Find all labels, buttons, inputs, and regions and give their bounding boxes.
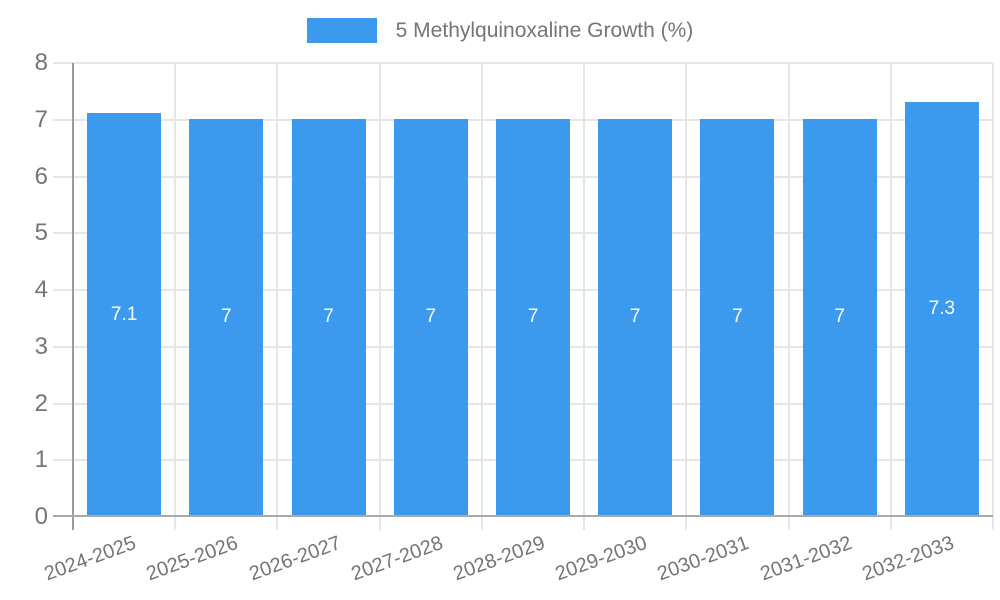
y-tick-label: 6 bbox=[34, 162, 48, 190]
chart-legend[interactable]: 5 Methylquinoxaline Growth (%) bbox=[0, 18, 1000, 43]
bar-value-label: 7 bbox=[221, 306, 232, 328]
y-tick-label: 3 bbox=[34, 332, 48, 360]
y-axis-line bbox=[72, 63, 74, 530]
bar-2030-2031[interactable]: 7 bbox=[700, 118, 775, 516]
bar-2026-2027[interactable]: 7 bbox=[291, 118, 366, 516]
bar-2031-2032[interactable]: 7 bbox=[802, 118, 877, 516]
bar-value-label: 7 bbox=[323, 306, 334, 328]
legend-label: 5 Methylquinoxaline Growth (%) bbox=[395, 19, 694, 42]
bar-value-label: 7 bbox=[527, 306, 539, 328]
bar-value-label: 7 bbox=[732, 306, 743, 328]
y-tick-label: 8 bbox=[34, 49, 48, 76]
y-tick-label: 2 bbox=[34, 389, 48, 417]
x-tick-label: 2025-2026 bbox=[143, 531, 242, 586]
v-gridline bbox=[378, 63, 381, 530]
x-axis-line bbox=[53, 515, 993, 517]
plot-area: 7.1 7 7 7 7 7 7 7 7.3 bbox=[53, 62, 994, 530]
y-tick-label: 0 bbox=[34, 503, 48, 530]
bar-value-label: 7 bbox=[629, 306, 641, 328]
v-gridline bbox=[480, 63, 483, 530]
bar-2024-2025[interactable]: 7.1 bbox=[87, 113, 162, 516]
v-gridline bbox=[992, 63, 994, 530]
bar-2028-2029[interactable]: 7 bbox=[496, 118, 570, 516]
x-tick-label: 2032-2033 bbox=[859, 531, 957, 586]
x-tick-label: 2030-2031 bbox=[654, 531, 753, 586]
x-tick-label: 2026-2027 bbox=[246, 531, 344, 586]
bar-value-label: 7 bbox=[425, 306, 437, 328]
bar-2032-2033[interactable]: 7.3 bbox=[904, 101, 979, 516]
v-gridline bbox=[276, 63, 279, 530]
y-tick-label: 4 bbox=[34, 276, 48, 303]
x-tick-label: 2024-2025 bbox=[41, 531, 139, 586]
v-gridline bbox=[787, 63, 790, 530]
y-tick-label: 1 bbox=[34, 446, 48, 474]
bar-2025-2026[interactable]: 7 bbox=[189, 118, 264, 516]
bar-value-label: 7.1 bbox=[110, 303, 138, 325]
bar-2027-2028[interactable]: 7 bbox=[393, 118, 468, 516]
x-tick-label: 2027-2028 bbox=[348, 531, 446, 586]
v-gridline bbox=[583, 63, 586, 530]
bar-value-label: 7 bbox=[834, 306, 845, 328]
x-tick-label: 2028-2029 bbox=[450, 531, 548, 586]
v-gridline bbox=[685, 63, 688, 530]
x-tick-label: 2031-2032 bbox=[757, 531, 855, 586]
x-tick-label: 2029-2030 bbox=[552, 531, 651, 586]
bar-2029-2030[interactable]: 7 bbox=[598, 118, 673, 516]
legend-swatch bbox=[306, 18, 377, 43]
bar-value-label: 7.3 bbox=[928, 297, 956, 319]
v-gridline bbox=[889, 63, 892, 530]
h-gridline bbox=[53, 62, 993, 64]
v-gridline bbox=[174, 63, 177, 530]
y-tick-label: 5 bbox=[34, 219, 48, 247]
y-tick-label: 7 bbox=[34, 105, 48, 133]
